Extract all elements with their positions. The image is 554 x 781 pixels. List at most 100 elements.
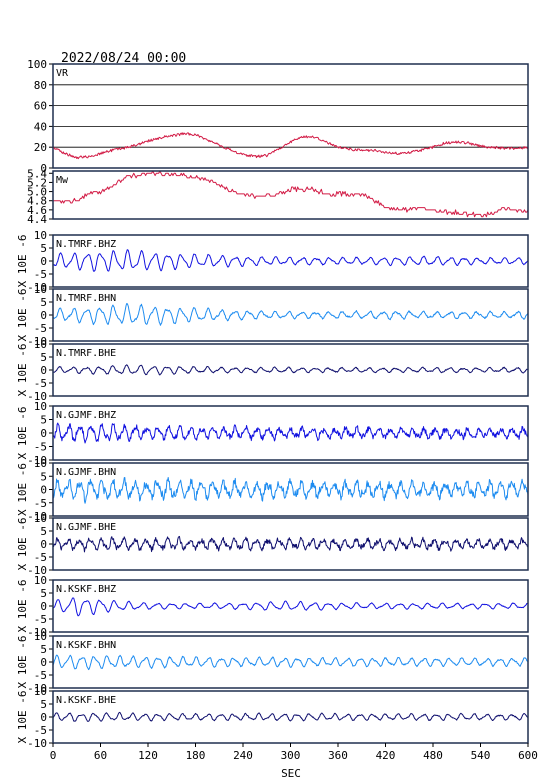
y-tick-label: -10	[27, 390, 47, 403]
y-tick-label: -10	[27, 335, 47, 348]
y-tick-label: -5	[34, 551, 47, 564]
y-tick-label: 0	[40, 309, 47, 322]
panel-frame	[52, 579, 529, 633]
y-tick-label: 20	[34, 141, 47, 154]
panel-label: N.TMRF.BHZ	[56, 239, 116, 250]
x-tick-label: 360	[328, 749, 348, 762]
y-axis-label: X 10E -6	[16, 407, 29, 460]
panel-frame	[52, 462, 529, 517]
y-tick-label: 10	[34, 457, 47, 470]
y-axis-label: X 10E -6	[16, 580, 29, 633]
panel-label: N.KSKF.BHE	[56, 695, 116, 706]
y-axis-label: X 10E -6	[16, 344, 29, 397]
panel-frame	[52, 234, 529, 288]
x-axis-label: SEC	[281, 767, 301, 780]
panel-label: N.GJMF.BHN	[56, 467, 116, 478]
series-line	[52, 711, 529, 722]
panel-frame	[52, 288, 529, 342]
y-axis-label: X 10E -6	[16, 289, 29, 342]
y-tick-label: 5	[40, 698, 47, 711]
series-line	[53, 170, 529, 218]
y-tick-label: 5.0	[27, 186, 47, 199]
series-line	[52, 422, 529, 444]
y-tick-label: -10	[27, 564, 47, 577]
y-tick-label: 4.6	[27, 204, 47, 217]
datetime-header: 2022/08/24 00:00	[61, 51, 186, 66]
x-tick-label: 300	[281, 749, 301, 762]
panel-frame	[52, 517, 529, 571]
y-tick-label: 0	[40, 162, 47, 175]
x-tick-label: 420	[376, 749, 396, 762]
panel-vr: 100 80 60 40 20 0 VR	[27, 58, 529, 175]
panel-frame	[52, 343, 529, 397]
y-tick-label: 5	[40, 643, 47, 656]
panel-frame	[52, 690, 529, 744]
panel-label: N.TMRF.BHN	[56, 293, 116, 304]
y-tick-label: 80	[34, 79, 47, 92]
panel-frame	[52, 63, 529, 169]
x-tick-label: 180	[186, 749, 206, 762]
series-line	[52, 477, 529, 504]
x-tick-label: 60	[94, 749, 107, 762]
y-tick-label: 5	[40, 351, 47, 364]
y-tick-label: 0	[40, 484, 47, 497]
y-tick-label: 60	[34, 100, 47, 113]
y-tick-label: 10	[34, 229, 47, 242]
y-tick-label: -5	[34, 322, 47, 335]
y-tick-label: -10	[27, 682, 47, 695]
panel-stack: 100806040200VR5.45.25.04.84.64.4Mw1050-5…	[16, 58, 529, 750]
y-axis-label: X 10E -6	[16, 691, 29, 744]
panel-frame	[52, 170, 529, 220]
y-tick-label: -5	[34, 497, 47, 510]
y-tick-label: 4.4	[27, 213, 47, 226]
y-axis-label: X 10E -6	[16, 518, 29, 571]
y-tick-label: 0	[40, 600, 47, 613]
y-tick-label: 100	[27, 58, 47, 71]
y-tick-label: 0	[40, 656, 47, 669]
y-tick-label: 10	[34, 630, 47, 643]
panel-label: N.TMRF.BHE	[56, 348, 116, 359]
panel-label: N.KSKF.BHZ	[56, 584, 116, 595]
y-tick-label: 5	[40, 470, 47, 483]
y-tick-label: 10	[34, 400, 47, 413]
x-tick-label: 0	[50, 749, 57, 762]
y-tick-label: 0	[40, 364, 47, 377]
y-tick-label: 5	[40, 242, 47, 255]
panel-label: N.GJMF.BHE	[56, 522, 116, 533]
y-tick-label: -5	[34, 441, 47, 454]
y-tick-label: 5	[40, 296, 47, 309]
y-tick-label: 10	[34, 283, 47, 296]
y-tick-label: 0	[40, 538, 47, 551]
x-tick-label: 240	[233, 749, 253, 762]
series-line	[52, 249, 529, 272]
y-tick-label: -5	[34, 724, 47, 737]
y-tick-label: 5	[40, 525, 47, 538]
x-axis: 0 60 120 180 240 300 360 420 480 540 600	[50, 743, 538, 762]
y-axis-label: X 10E -6	[16, 636, 29, 689]
panel-label: VR	[56, 68, 69, 79]
y-tick-label: -10	[27, 737, 47, 750]
series-line	[52, 535, 529, 553]
series-line	[52, 654, 529, 671]
x-tick-label: 540	[471, 749, 491, 762]
y-tick-label: 0	[40, 427, 47, 440]
y-tick-label: 5	[40, 587, 47, 600]
y-tick-label: 10	[34, 574, 47, 587]
y-tick-label: -10	[27, 454, 47, 467]
y-tick-label: 10	[34, 338, 47, 351]
series-line	[52, 303, 529, 326]
series-line	[52, 597, 529, 617]
y-tick-label: -5	[34, 613, 47, 626]
x-tick-label: 480	[423, 749, 443, 762]
series-line	[52, 132, 529, 160]
panel-label: N.GJMF.BHZ	[56, 410, 116, 421]
y-tick-label: 5	[40, 414, 47, 427]
y-tick-label: 10	[34, 512, 47, 525]
